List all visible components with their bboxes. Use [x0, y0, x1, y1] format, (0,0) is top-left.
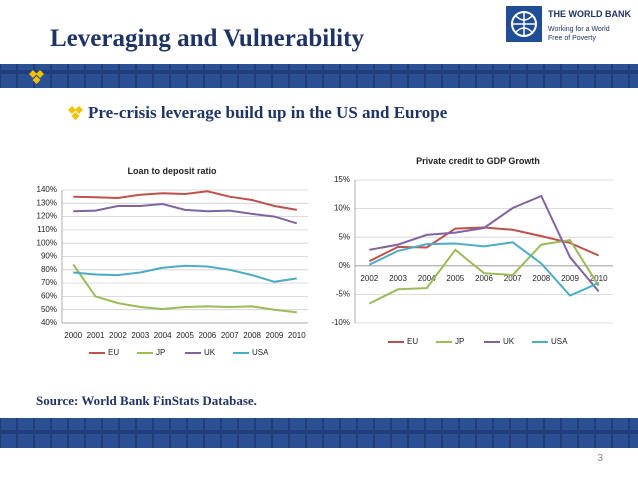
band-icon [29, 70, 44, 84]
y-tick-label: -5% [336, 290, 350, 299]
x-tick-label: 2003 [389, 274, 407, 283]
x-tick-label: 2009 [266, 331, 284, 340]
x-tick-label: 2010 [590, 274, 608, 283]
series-line [368, 241, 600, 297]
x-tick-label: 2009 [561, 274, 579, 283]
legend-label: EU [407, 337, 418, 346]
x-tick-label: 2002 [360, 274, 378, 283]
y-tick-label: -10% [331, 318, 350, 327]
x-tick-label: 2001 [87, 331, 105, 340]
logo-tagline: Free of Poverty [548, 35, 596, 42]
x-tick-label: 2008 [243, 331, 261, 340]
y-tick-label: 120% [37, 212, 57, 221]
slide-title: Leveraging and Vulnerability [50, 25, 364, 52]
y-tick-label: 0% [338, 261, 350, 270]
x-tick-label: 2000 [64, 331, 82, 340]
y-tick-label: 60% [41, 292, 57, 301]
x-tick-label: 2006 [198, 331, 216, 340]
legend-label: EU [108, 348, 119, 357]
bottom-band [0, 418, 638, 448]
legend-label: UK [503, 337, 515, 346]
chart-title: Private credit to GDP Growth [416, 156, 540, 166]
y-tick-label: 110% [37, 225, 57, 234]
bullet-text: Pre-crisis leverage build up in the US a… [88, 103, 448, 122]
x-tick-label: 2004 [154, 331, 172, 340]
series-line [73, 202, 298, 225]
top-band [0, 64, 638, 88]
y-tick-label: 5% [338, 232, 350, 241]
source-note: Source: World Bank FinStats Database. [36, 393, 257, 408]
legend-label: JP [156, 348, 165, 357]
y-tick-label: 10% [334, 204, 350, 213]
logo-tagline: Working for a World [548, 26, 610, 33]
y-tick-label: 50% [41, 305, 57, 314]
series-line [369, 194, 600, 293]
x-tick-label: 2007 [504, 274, 522, 283]
legend-label: JP [455, 337, 464, 346]
chart-title: Loan to deposit ratio [128, 166, 218, 176]
y-tick-label: 140% [37, 185, 57, 194]
x-tick-label: 2010 [288, 331, 306, 340]
y-tick-label: 15% [334, 175, 350, 184]
x-tick-label: 2005 [446, 274, 464, 283]
logo-name: THE WORLD BANK [548, 9, 631, 19]
series-line [73, 190, 297, 211]
x-tick-label: 2007 [221, 331, 239, 340]
logo: THE WORLD BANK Working for a World Free … [506, 6, 631, 42]
legend-label: USA [252, 348, 269, 357]
series-line [368, 239, 600, 305]
series-line [72, 263, 297, 314]
bullet-icon [68, 106, 83, 120]
y-tick-label: 90% [41, 252, 57, 261]
x-tick-label: 2005 [176, 331, 194, 340]
y-tick-label: 70% [41, 278, 57, 287]
y-tick-label: 100% [37, 238, 57, 247]
x-tick-label: 2006 [475, 274, 493, 283]
x-tick-label: 2002 [109, 331, 127, 340]
series-line [73, 264, 297, 283]
x-tick-label: 2003 [131, 331, 149, 340]
y-tick-label: 80% [41, 265, 57, 274]
legend-label: USA [551, 337, 568, 346]
y-tick-label: 130% [37, 198, 57, 207]
legend-label: UK [204, 348, 216, 357]
x-tick-label: 2008 [532, 274, 550, 283]
x-tick-label: 2004 [418, 274, 436, 283]
page-number: 3 [597, 453, 603, 464]
y-tick-label: 40% [41, 318, 57, 327]
